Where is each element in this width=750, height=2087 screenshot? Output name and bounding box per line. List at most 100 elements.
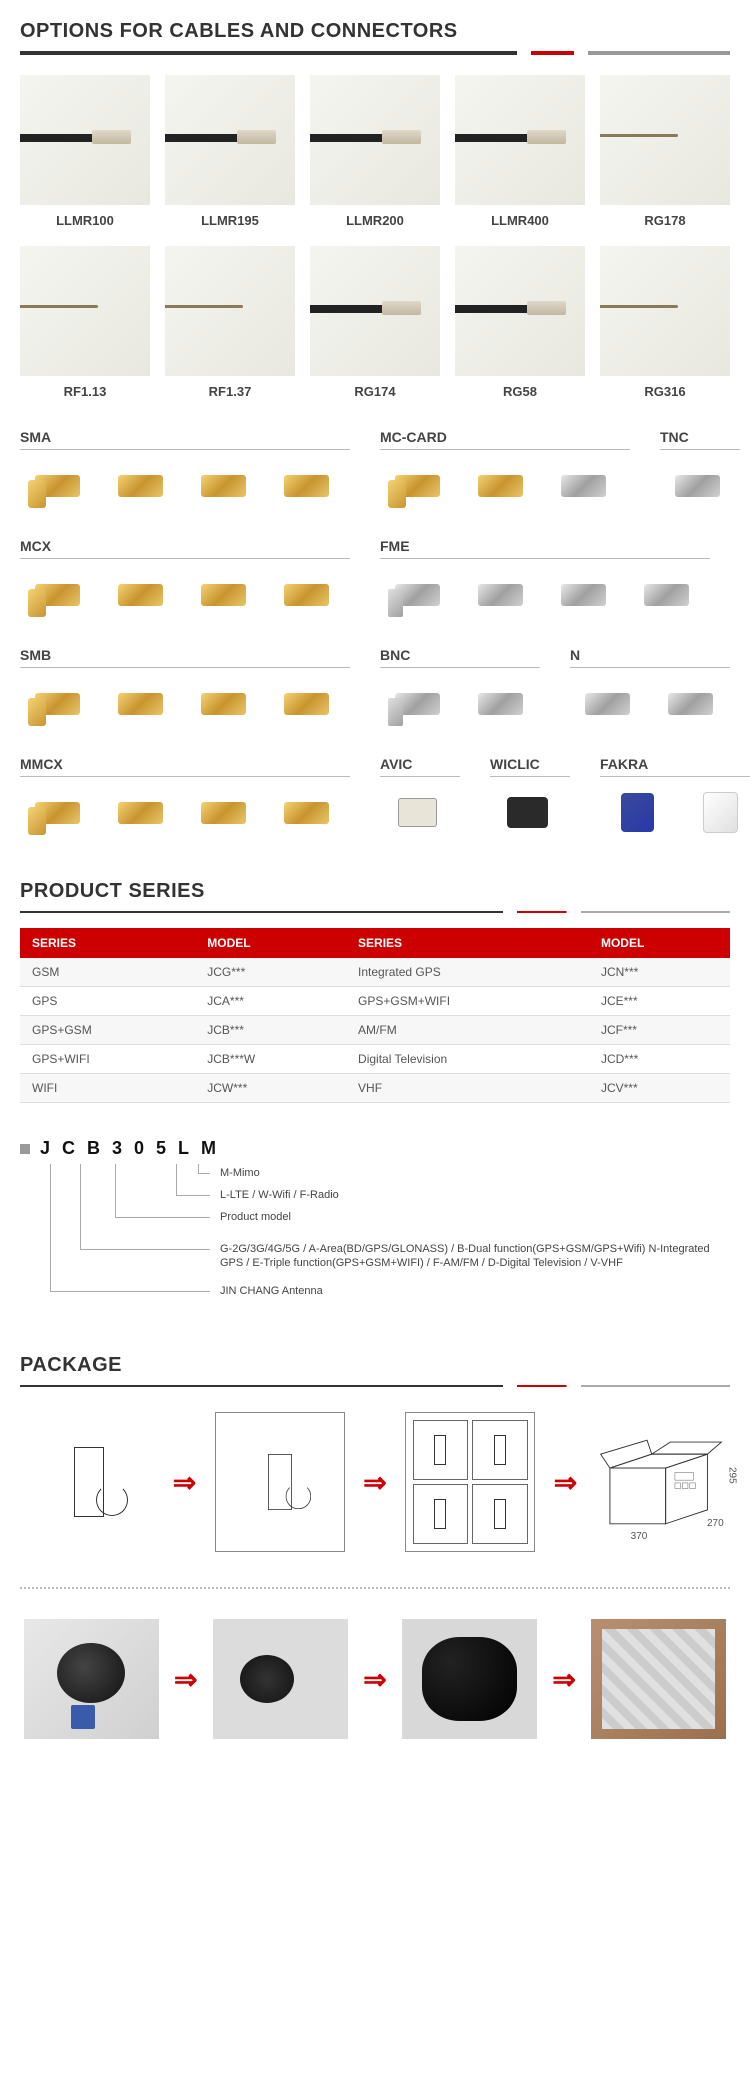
- cable-item: RG58: [455, 246, 585, 399]
- connector-title: AVIC: [380, 756, 460, 777]
- connector-title: WICLIC: [490, 756, 570, 777]
- cable-item: RF1.13: [20, 246, 150, 399]
- connector-icon: [380, 785, 455, 840]
- connector-group: MCX: [20, 538, 350, 622]
- section-cables: OPTIONS FOR CABLES AND CONNECTORS LLMR10…: [20, 20, 730, 399]
- antenna-icon: [74, 1447, 104, 1517]
- code-breakdown: JCB305LM M-MimoL-LTE / W-Wifi / F-RadioP…: [20, 1128, 730, 1354]
- connector-row: MMCXAVICWICLICFAKRA: [20, 756, 730, 840]
- table-header-cell: MODEL: [589, 928, 730, 958]
- table-row: GSMJCG***Integrated GPSJCN***: [20, 958, 730, 987]
- dim-height: 295: [727, 1467, 738, 1484]
- connector-icon: [380, 458, 455, 513]
- package-flow-photos: ⇒ ⇒ ⇒: [20, 1619, 730, 1739]
- table-cell: JCF***: [589, 1016, 730, 1045]
- cable-item: RG178: [600, 75, 730, 228]
- connector-icon: [546, 567, 621, 622]
- cable-item: RG316: [600, 246, 730, 399]
- cable-item: RG174: [310, 246, 440, 399]
- connector-row: SMAMC-CARDTNC: [20, 429, 730, 513]
- connector-icon: [103, 676, 178, 731]
- connector-section: SMAMC-CARDTNCMCXFMESMBBNCNMMCXAVICWICLIC…: [20, 429, 730, 840]
- connector-group: AVIC: [380, 756, 460, 840]
- cable-label: LLMR200: [310, 213, 440, 228]
- table-header: SERIESMODELSERIESMODEL: [20, 928, 730, 958]
- connector-items: [380, 458, 630, 513]
- connector-icon: [629, 567, 704, 622]
- table-row: GPSJCA***GPS+GSM+WIFIJCE***: [20, 987, 730, 1016]
- package-step-3: [405, 1412, 535, 1552]
- table-cell: GPS: [20, 987, 195, 1016]
- package-photo-3: [402, 1619, 537, 1739]
- connector-icon: [463, 567, 538, 622]
- package-step-1: [24, 1412, 154, 1552]
- connector-group: TNC: [660, 429, 740, 513]
- package-photo-2: [213, 1619, 348, 1739]
- cable-label: LLMR100: [20, 213, 150, 228]
- connector-icon: [570, 676, 645, 731]
- connector-title: FAKRA: [600, 756, 750, 777]
- cable-label: LLMR195: [165, 213, 295, 228]
- cable-image: [600, 75, 730, 205]
- arrow-icon: ⇒: [173, 1466, 196, 1499]
- connector-group: SMA: [20, 429, 350, 513]
- connector-group: MC-CARD: [380, 429, 630, 513]
- cable-label: RG58: [455, 384, 585, 399]
- arrow-icon: ⇒: [552, 1663, 575, 1696]
- cable-item: LLMR100: [20, 75, 150, 228]
- table-cell: VHF: [346, 1074, 589, 1103]
- package-title: PACKAGE: [20, 1354, 730, 1377]
- connector-items: [380, 676, 540, 731]
- connector-icon: [269, 567, 344, 622]
- connector-icon: [463, 458, 538, 513]
- connector-icon: [20, 458, 95, 513]
- package-step-4: 370 270 295: [596, 1412, 726, 1552]
- table-cell: Integrated GPS: [346, 958, 589, 987]
- connector-icon: [269, 458, 344, 513]
- cable-label: RG316: [600, 384, 730, 399]
- cable-image: [310, 246, 440, 376]
- arrow-icon: ⇒: [363, 1466, 386, 1499]
- connector-icon: [103, 458, 178, 513]
- dotted-divider: [20, 1587, 730, 1589]
- connector-title: MC-CARD: [380, 429, 630, 450]
- connector-icon: [20, 676, 95, 731]
- connector-items: [20, 676, 350, 731]
- package-photo-1: [24, 1619, 159, 1739]
- connector-title: N: [570, 647, 730, 668]
- cable-label: LLMR400: [455, 213, 585, 228]
- arrow-icon: ⇒: [363, 1663, 386, 1696]
- table-cell: WIFI: [20, 1074, 195, 1103]
- table-cell: JCW***: [195, 1074, 346, 1103]
- cable-label: RF1.13: [20, 384, 150, 399]
- cable-item: LLMR200: [310, 75, 440, 228]
- connector-row: SMBBNCN: [20, 647, 730, 731]
- connector-icon: [463, 676, 538, 731]
- connector-group: MMCX: [20, 756, 350, 840]
- table-cell: Digital Television: [346, 1045, 589, 1074]
- table-row: GPS+GSMJCB***AM/FMJCF***: [20, 1016, 730, 1045]
- divider: [20, 911, 730, 913]
- code-example: JCB305LM: [40, 1138, 228, 1159]
- connector-items: [20, 567, 350, 622]
- cable-label: RG174: [310, 384, 440, 399]
- connector-items: [490, 785, 570, 840]
- cable-grid: LLMR100 LLMR195 LLMR200 LLMR400 RG178 RF1.13 R…: [20, 75, 730, 399]
- table-row: GPS+WIFIJCB***WDigital TelevisionJCD***: [20, 1045, 730, 1074]
- cable-image: [165, 246, 295, 376]
- connector-icon: [380, 567, 455, 622]
- arrow-icon: ⇒: [554, 1466, 577, 1499]
- connector-items: [20, 458, 350, 513]
- connector-title: TNC: [660, 429, 740, 450]
- antenna-icon: [268, 1454, 292, 1510]
- table-header-cell: MODEL: [195, 928, 346, 958]
- connector-items: [660, 458, 740, 513]
- connector-icon: [186, 785, 261, 840]
- connector-icon: [269, 676, 344, 731]
- connector-icon: [186, 458, 261, 513]
- connector-icon: [546, 458, 621, 513]
- divider: [20, 1385, 730, 1387]
- breakdown-diagram: M-MimoL-LTE / W-Wifi / F-RadioProduct mo…: [20, 1164, 730, 1324]
- connector-title: SMA: [20, 429, 350, 450]
- connector-title: FME: [380, 538, 710, 559]
